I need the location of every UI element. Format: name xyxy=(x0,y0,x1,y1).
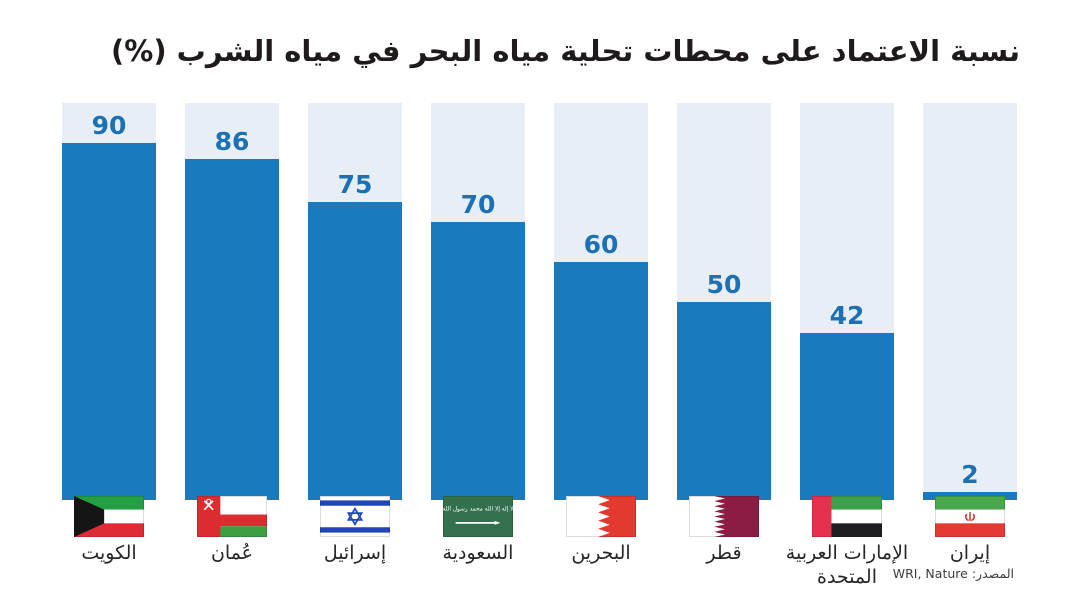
bar-value-label: 50 xyxy=(706,269,742,299)
bar-value-label: 90 xyxy=(91,110,127,140)
bar-fill xyxy=(554,261,648,500)
bar-value-label: 70 xyxy=(460,190,496,220)
bar-column: 2 إيران xyxy=(923,103,1017,564)
iran-flag-icon xyxy=(935,496,1005,537)
country-label: الإمارات العربية المتحدة xyxy=(785,542,909,589)
source-credit: المصدر:WRI, Nature xyxy=(893,566,1014,581)
bar-value-label: 42 xyxy=(829,301,865,331)
bar-column: 50 قطر xyxy=(677,103,771,564)
country-label: قطر xyxy=(706,542,742,564)
bar-column: 60 البحرين xyxy=(554,103,648,564)
bar-column: 90 الكويت xyxy=(62,103,156,564)
qatar-flag-icon xyxy=(689,496,759,537)
bar-column: 42 الإمارات العربية المتحدة xyxy=(786,103,908,588)
bar-fill xyxy=(185,158,279,500)
bar-fill xyxy=(431,222,525,500)
country-label: البحرين xyxy=(571,542,631,564)
bar-column: 75 إسرائيل xyxy=(308,103,402,564)
bar-value-label: 75 xyxy=(337,170,373,200)
source-label: المصدر: xyxy=(971,566,1014,581)
country-label: الكويت xyxy=(81,542,137,564)
country-label: إيران xyxy=(949,542,991,564)
bar-fill xyxy=(800,333,894,500)
country-label: عُمان xyxy=(210,542,254,564)
oman-flag-icon xyxy=(197,496,267,537)
saudi-arabia-flag-icon: لا إله إلا الله محمد رسول الله xyxy=(443,496,513,537)
bar-value-label: 86 xyxy=(214,126,250,156)
bahrain-flag-icon xyxy=(566,496,636,537)
country-label: إسرائيل xyxy=(323,542,387,564)
country-label: السعودية xyxy=(442,542,514,564)
bar-fill xyxy=(308,202,402,500)
uae-flag-icon xyxy=(812,496,882,537)
israel-flag-icon xyxy=(320,496,390,537)
chart-title: نسبة الاعتماد على محطات تحلية مياه البحر… xyxy=(111,34,1020,68)
bar-value-label: 2 xyxy=(961,460,979,490)
svg-text:لا إله إلا الله محمد رسول الله: لا إله إلا الله محمد رسول الله xyxy=(443,507,513,513)
bar-value-label: 60 xyxy=(583,229,619,259)
kuwait-flag-icon xyxy=(74,496,144,537)
bar-fill xyxy=(677,301,771,500)
bar-fill xyxy=(62,142,156,500)
bar-chart: 90 الكويت 86 عُمان 75 إسرائيل 70 لا إله إلا الل… xyxy=(62,103,1017,588)
bar-column: 86 عُمان xyxy=(185,103,279,564)
bar-column: 70 لا إله إلا الله محمد رسول الله السعودية xyxy=(431,103,525,564)
source-value: WRI, Nature xyxy=(892,566,968,581)
